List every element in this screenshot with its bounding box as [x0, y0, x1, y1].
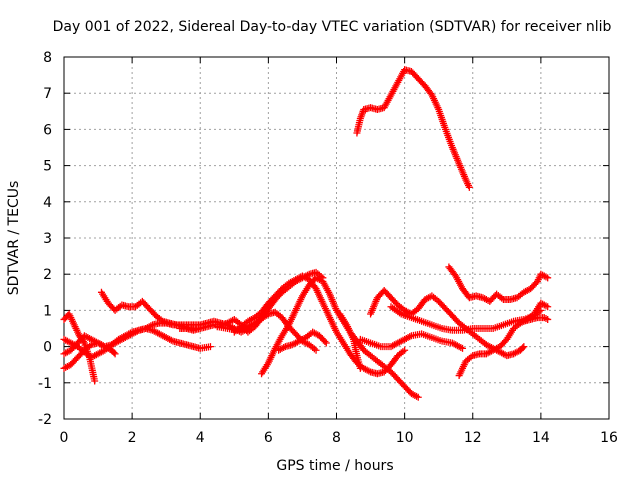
series-arc-18	[520, 314, 552, 325]
x-tick-label: 8	[332, 430, 341, 446]
data-point	[520, 343, 528, 351]
data-point	[544, 315, 552, 323]
x-tick-label: 14	[532, 430, 550, 446]
series-arc-16	[455, 299, 552, 380]
series-arc-13	[367, 286, 528, 360]
data-point	[401, 346, 409, 354]
data-point	[544, 303, 552, 311]
data-points	[60, 66, 552, 401]
x-tick-label: 2	[128, 430, 137, 446]
series-arc-15	[445, 263, 552, 305]
ticks	[63, 56, 610, 420]
grid	[64, 57, 609, 419]
data-point	[519, 344, 527, 352]
y-tick-label: 2	[43, 267, 52, 283]
data-point	[322, 339, 330, 347]
y-tick-label: 8	[43, 50, 52, 66]
data-point	[91, 377, 99, 385]
series-arc-14	[356, 330, 467, 352]
data-point	[414, 393, 422, 401]
x-axis-label: GPS time / hours	[276, 458, 393, 474]
data-point	[465, 183, 473, 191]
x-tick-label: 16	[600, 430, 618, 446]
x-tick-label: 0	[60, 430, 69, 446]
x-tick-label: 6	[264, 430, 273, 446]
data-point	[111, 350, 119, 358]
y-tick-label: 1	[43, 303, 52, 319]
series-arc-12	[353, 66, 473, 191]
data-point	[110, 349, 118, 357]
y-tick-label: -1	[38, 376, 52, 392]
data-point	[356, 364, 364, 372]
data-point	[537, 306, 545, 314]
x-tick-label: 12	[464, 430, 482, 446]
y-tick-label: 6	[43, 122, 52, 138]
y-tick-label: 3	[43, 231, 52, 247]
y-tick-label: 4	[43, 195, 52, 211]
x-tick-label: 4	[196, 430, 205, 446]
y-tick-labels: -2 -1 0 1 2 3 4 5 6 7 8	[38, 50, 52, 428]
x-tick-label: 10	[396, 430, 414, 446]
y-tick-label: 0	[43, 340, 52, 356]
chart-title: Day 001 of 2022, Sidereal Day-to-day VTE…	[53, 19, 612, 35]
data-point	[459, 344, 467, 352]
data-point	[321, 338, 329, 346]
data-point	[206, 343, 214, 351]
y-tick-label: 5	[43, 159, 52, 175]
y-axis-label: SDTVAR / TECUs	[6, 181, 22, 296]
data-point	[312, 346, 320, 354]
y-tick-label: -2	[38, 412, 52, 428]
data-point	[544, 274, 552, 282]
series-arc-4	[60, 332, 119, 358]
series-arc-10	[275, 328, 330, 354]
series-arc-11	[336, 310, 364, 372]
y-tick-label: 7	[43, 86, 52, 102]
x-tick-labels: 0 2 4 6 8 10 12 14 16	[60, 430, 618, 446]
